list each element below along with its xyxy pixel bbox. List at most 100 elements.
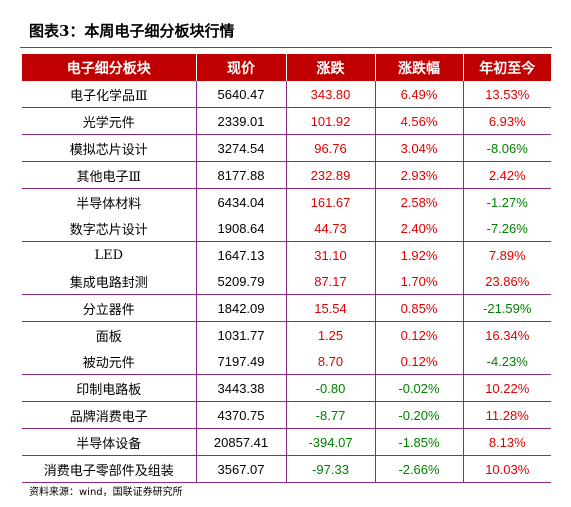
table-row: 模拟芯片设计 3274.54 96.76 3.04% -8.06% [22,134,551,162]
change-pct-cell: -2.66% [375,455,464,483]
price-cell: 5640.47 [196,81,287,108]
change-pct-cell: -0.20% [375,401,464,429]
change-pct-cell: 0.85% [375,294,464,322]
change-cell: -8.77 [286,401,376,429]
change-cell: 343.80 [286,81,376,108]
price-cell: 5209.79 [196,268,287,295]
table-row: 印制电路板 3443.38 -0.80 -0.02% 10.22% [22,374,551,402]
sector-name: 消费电子零部件及组装 [22,455,197,483]
title-divider [20,47,552,48]
table-row: 集成电路封测 5209.79 87.17 1.70% 23.86% [22,268,551,295]
change-cell: -97.33 [286,455,376,483]
sector-name: 数字芯片设计 [22,215,197,242]
ytd-cell: 10.03% [463,455,551,483]
change-pct-cell: 6.49% [375,81,464,108]
change-pct-cell: -0.02% [375,374,464,402]
header-sector: 电子细分板块 [22,54,197,81]
ytd-cell: 8.13% [463,428,551,456]
change-cell: 87.17 [286,268,376,295]
ytd-cell: -7.26% [463,215,551,242]
sector-name: 半导体材料 [22,188,197,215]
price-cell: 3443.38 [196,374,287,402]
price-cell: 1842.09 [196,294,287,322]
change-cell: -0.80 [286,374,376,402]
sector-name: 电子化学品Ⅲ [22,81,197,108]
ytd-cell: 11.28% [463,401,551,429]
figure-title: 图表3：本周电子细分板块行情 [29,22,235,40]
price-cell: 4370.75 [196,401,287,429]
table-row: 其他电子Ⅲ 8177.88 232.89 2.93% 2.42% [22,161,551,189]
header-price: 现价 [196,54,287,81]
change-cell: 8.70 [286,348,376,375]
ytd-cell: 10.22% [463,374,551,402]
ytd-cell: 2.42% [463,161,551,189]
sector-name: 模拟芯片设计 [22,134,197,162]
change-pct-cell: 2.93% [375,161,464,189]
price-cell: 1908.64 [196,215,287,242]
ytd-cell: 23.86% [463,268,551,295]
change-cell: 1.25 [286,321,376,348]
price-cell: 3567.07 [196,455,287,483]
price-cell: 2339.01 [196,107,287,135]
price-cell: 6434.04 [196,188,287,215]
sector-name: 其他电子Ⅲ [22,161,197,189]
change-cell: 44.73 [286,215,376,242]
price-cell: 20857.41 [196,428,287,456]
price-cell: 1031.77 [196,321,287,348]
change-cell: 161.67 [286,188,376,215]
sector-name: 印制电路板 [22,374,197,402]
table-row: 半导体设备 20857.41 -394.07 -1.85% 8.13% [22,428,551,456]
table-row: 分立器件 1842.09 15.54 0.85% -21.59% [22,294,551,322]
ytd-cell: -4.23% [463,348,551,375]
sector-name: 被动元件 [22,348,197,375]
sector-name: 品牌消费电子 [22,401,197,429]
change-cell: 232.89 [286,161,376,189]
table-row: 面板 1031.77 1.25 0.12% 16.34% [22,321,551,348]
change-pct-cell: 1.70% [375,268,464,295]
table-row: 数字芯片设计 1908.64 44.73 2.40% -7.26% [22,215,551,242]
source-note: 资料来源：wind，国联证券研究所 [29,487,183,498]
change-pct-cell: 2.40% [375,215,464,242]
change-cell: 31.10 [286,241,376,268]
header-change-pct: 涨跌幅 [375,54,464,81]
header-ytd: 年初至今 [463,54,551,81]
ytd-cell: 16.34% [485,327,530,343]
table-row: 光学元件 2339.01 101.92 4.56% 6.93% [22,107,551,135]
ytd-cell: -21.59% [463,294,551,322]
ytd-cell: -8.06% [463,134,551,162]
table-row: 被动元件 7197.49 8.70 0.12% -4.23% [22,348,551,375]
change-cell: 101.92 [286,107,376,135]
table-header-row: 电子细分板块 现价 涨跌 涨跌幅 年初至今 [22,54,551,81]
sector-name: 分立器件 [22,294,197,322]
sector-name: 半导体设备 [22,428,197,456]
header-change: 涨跌 [286,54,376,81]
ytd-cell: 13.53% [463,81,551,108]
table-row: 消费电子零部件及组装 3567.07 -97.33 -2.66% 10.03% [22,455,551,483]
table-row: LED 1647.13 31.10 1.92% 7.89% [22,241,551,268]
change-cell: 15.54 [286,294,376,322]
change-pct-cell: 2.58% [375,188,464,215]
price-cell: 3274.54 [196,134,287,162]
ytd-cell: 6.93% [463,107,551,135]
change-pct-cell: 4.56% [375,107,464,135]
change-cell: 96.76 [286,134,376,162]
ytd-cell: 7.89% [488,247,526,263]
table-row: 电子化学品Ⅲ 5640.47 343.80 6.49% 13.53% [22,81,551,108]
change-pct-cell: 0.12% [375,321,464,348]
sector-name: LED [22,241,197,268]
change-pct-cell: -1.85% [375,428,464,456]
price-cell: 7197.49 [196,348,287,375]
table-row: 半导体材料 6434.04 161.67 2.58% -1.27% [22,188,551,215]
sector-name: 光学元件 [22,107,197,135]
change-pct-cell: 0.12% [375,348,464,375]
table-row: 品牌消费电子 4370.75 -8.77 -0.20% 11.28% [22,401,551,429]
change-pct-cell: 3.04% [375,134,464,162]
sector-name: 集成电路封测 [22,268,197,295]
price-cell: 1647.13 [196,241,287,268]
price-cell: 8177.88 [196,161,287,189]
sector-table: 电子细分板块 现价 涨跌 涨跌幅 年初至今 电子化学品Ⅲ 5640.47 343.8… [22,54,551,483]
change-pct-cell: 1.92% [375,241,464,268]
change-cell: -394.07 [286,428,376,456]
sector-name: 面板 [22,321,197,348]
ytd-cell: -1.27% [486,194,528,210]
